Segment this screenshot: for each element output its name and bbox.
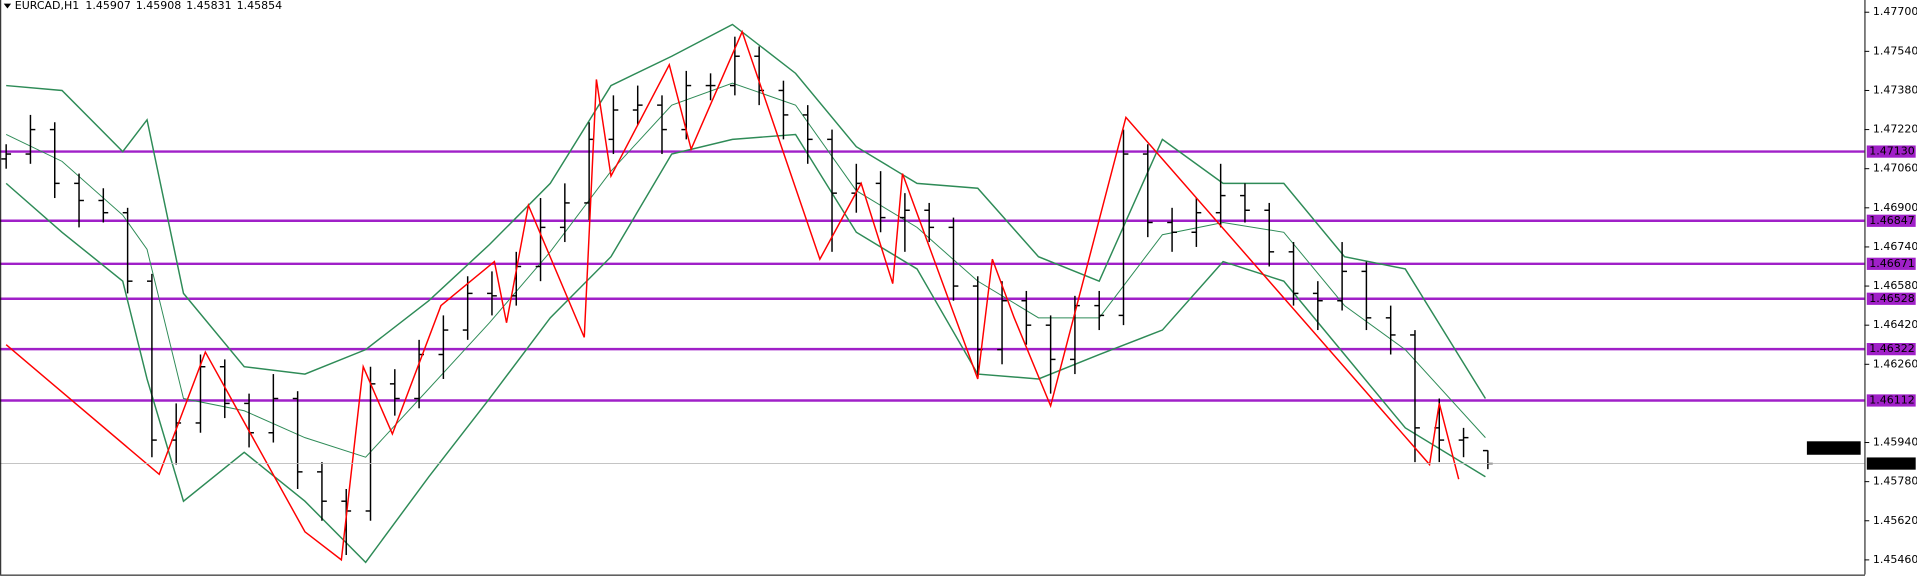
y-tick-label: 1.46900 (1873, 201, 1917, 214)
level-label-box (1866, 145, 1916, 158)
y-tick-label: 1.45780 (1873, 475, 1917, 488)
level-label-box (1866, 343, 1916, 356)
last-price-label: 1.45854 (1869, 457, 1915, 470)
chart-header: EURCAD,H1 1.45907 1.45908 1.45831 1.45854 (15, 0, 282, 12)
level-label-box (1866, 257, 1916, 270)
level-label: 1.46112 (1869, 393, 1915, 406)
symbol: EURCAD,H1 (15, 0, 80, 12)
level-label-box (1866, 394, 1916, 407)
y-tick-label: 1.47220 (1873, 123, 1917, 136)
zigzag (5, 29, 1460, 562)
last-high: 1.45908 (136, 0, 182, 12)
y-tick-label: 1.45940 (1873, 436, 1917, 449)
bollinger-upper (6, 23, 1487, 399)
menu-triangle[interactable] (3, 3, 12, 9)
level-label-box (1866, 214, 1916, 227)
y-tick-label: 1.45620 (1873, 514, 1917, 527)
y-tick-label: 1.46580 (1873, 279, 1917, 292)
indicator-box (1806, 441, 1861, 455)
y-tick-label: 1.46740 (1873, 240, 1917, 253)
y-tick-label: 1.47700 (1873, 5, 1917, 18)
level-label: 1.47130 (1869, 145, 1915, 158)
y-tick-label: 1.45460 (1873, 553, 1917, 566)
y-tick-label: 1.46420 (1873, 318, 1917, 331)
last-close: 1.45854 (237, 0, 283, 12)
y-tick-label: 1.46260 (1873, 357, 1917, 370)
y-tick-label: 1.47540 (1873, 44, 1917, 57)
last-price-box (1866, 457, 1916, 470)
bollinger-lower (5, 133, 1486, 564)
last-open: 1.45907 (85, 0, 131, 12)
y-tick-label: 1.47380 (1873, 83, 1917, 96)
level-label: 1.46847 (1869, 214, 1915, 227)
level-label: 1.46671 (1869, 257, 1915, 270)
level-label: 1.46322 (1869, 342, 1915, 355)
plot-marks (0, 23, 1865, 564)
y-tick-label: 1.47060 (1873, 162, 1917, 175)
indicator-label: BB ON (1816, 441, 1851, 454)
level-label: 1.46528 (1869, 292, 1915, 305)
bollinger-middle (5, 82, 1486, 458)
level-label-box (1866, 292, 1916, 305)
last-low: 1.45831 (186, 0, 232, 12)
